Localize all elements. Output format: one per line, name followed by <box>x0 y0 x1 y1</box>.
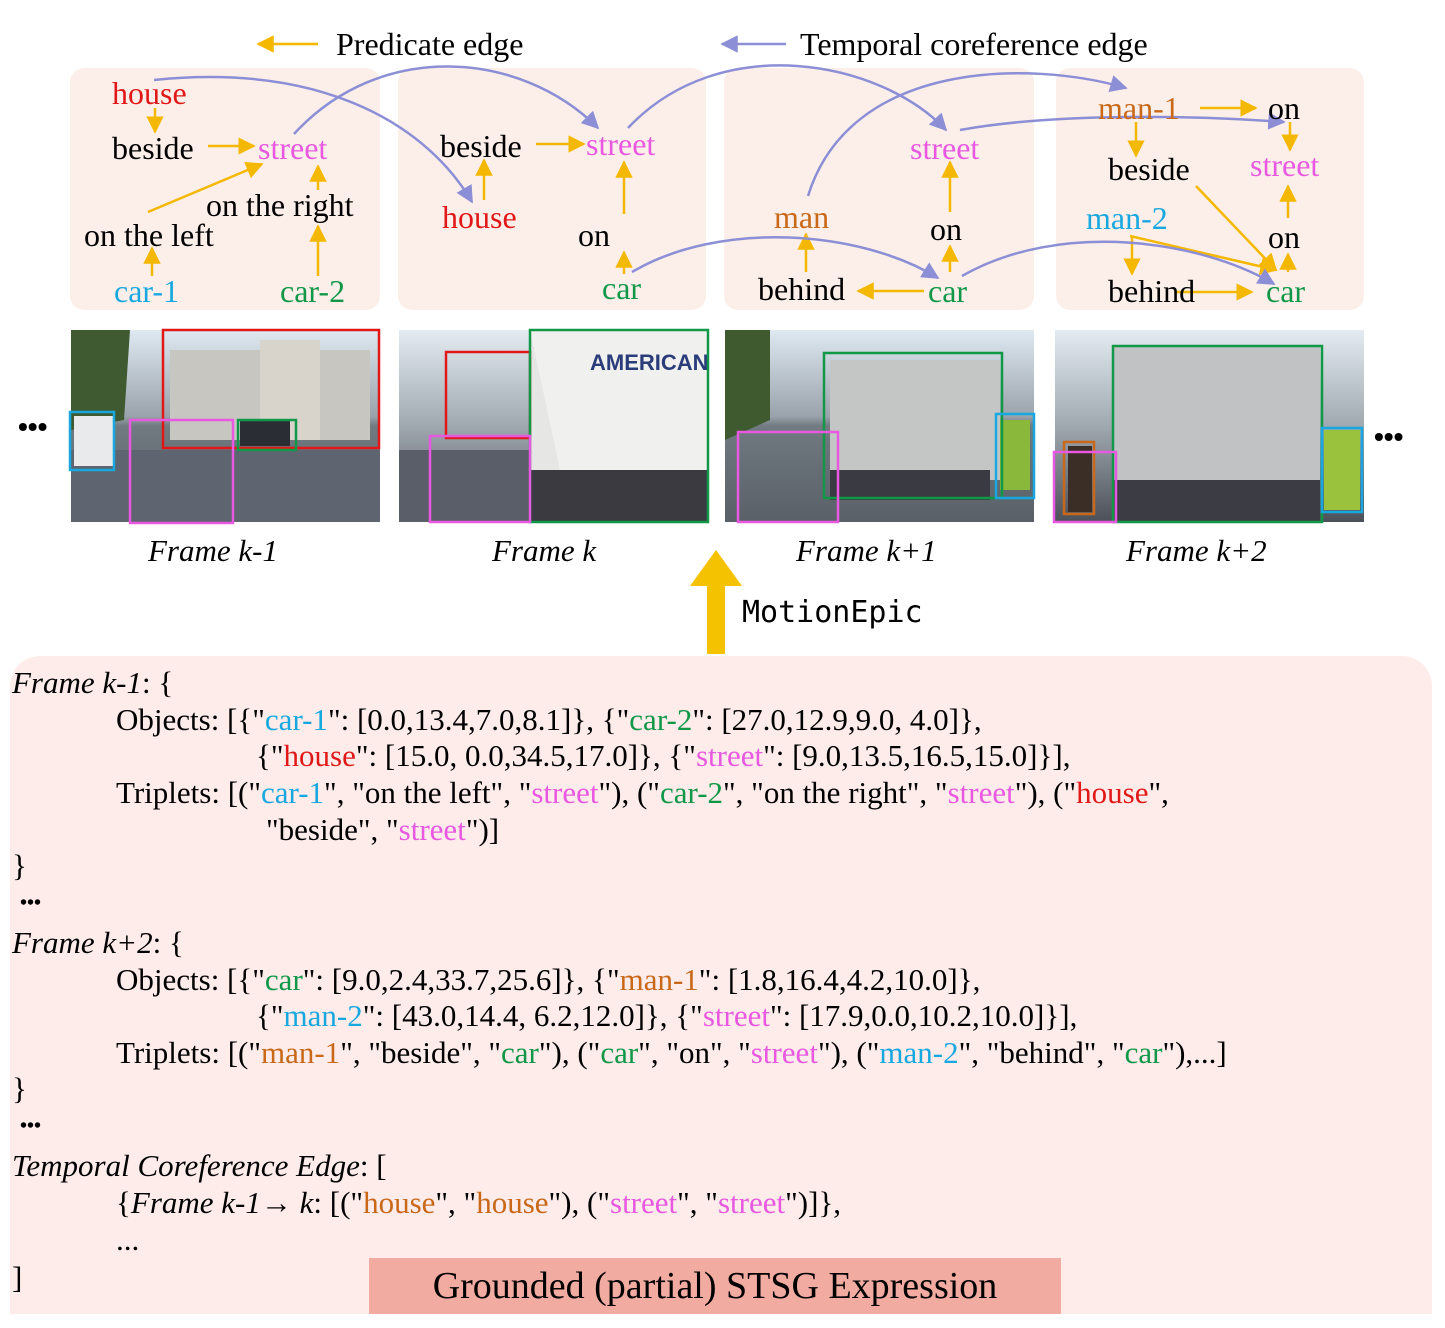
bbox-car-1 <box>68 410 116 472</box>
bbox-house <box>161 328 381 450</box>
bbox-street <box>128 418 235 525</box>
node-street: street <box>258 130 327 166</box>
bbox-car-2 <box>236 418 298 452</box>
video-frames: ••• ••• AMERICAN <box>18 328 1403 568</box>
node-car: car <box>1266 273 1305 309</box>
node-behind: behind <box>1108 273 1195 309</box>
node-on: on <box>930 211 962 247</box>
graph-nodes-k-plus-1: street man on behind car <box>758 130 979 309</box>
node-car-1: car-1 <box>114 273 179 309</box>
node-on-the-right: on the right <box>206 187 354 223</box>
stsg-banner: Grounded (partial) STSG Expression <box>369 1258 1061 1314</box>
legend: Predicate edge Temporal coreference edge <box>256 26 1148 62</box>
ellipsis-left: ••• <box>18 411 47 442</box>
ellipsis-right: ••• <box>1374 421 1403 452</box>
expr-tce-more: ... <box>116 1222 140 1257</box>
coref-street-1 <box>293 65 600 135</box>
expr-frame-k-plus-2-header: Frame k+2: { <box>12 925 184 960</box>
node-house: house <box>442 199 517 235</box>
edge-man2-car <box>1129 234 1278 275</box>
expr-f1-triplets-line2: "beside", "street")] <box>266 812 500 847</box>
caption-frame-k-plus-2: Frame k+2 <box>1125 533 1267 568</box>
node-on: on <box>578 217 610 253</box>
coref-car-2 <box>961 240 1276 286</box>
caption-frame-k-minus-1: Frame k-1 <box>147 533 278 568</box>
bbox-man-1 <box>1062 440 1096 516</box>
panel-frame-k <box>398 68 706 310</box>
expr-ellipsis-1: ••• <box>20 892 42 914</box>
coref-house <box>153 75 474 204</box>
coref-edges <box>153 64 1286 286</box>
bbox-man <box>994 412 1036 500</box>
predicate-edges <box>143 99 1299 301</box>
expr-f1-triplets-line1: Triplets: [("car-1", "on the left", "str… <box>116 775 1169 810</box>
node-on-the-left: on the left <box>84 217 214 253</box>
bbox-car <box>528 328 710 524</box>
expr-close-brace-2: } <box>12 1071 27 1106</box>
up-arrow-shape <box>690 550 742 654</box>
node-on-top: on <box>1268 90 1300 126</box>
motionepic-arrow: MotionEpic <box>690 550 923 654</box>
node-beside: beside <box>112 130 194 166</box>
graph-nodes-k-minus-1: house beside street on the right on the … <box>84 75 354 309</box>
coref-man <box>806 72 1128 197</box>
caption-frame-k: Frame k <box>491 533 597 568</box>
node-beside: beside <box>1108 151 1190 187</box>
legend-predicate-label: Predicate edge <box>336 26 523 62</box>
node-street: street <box>586 126 655 162</box>
caption-frame-k-plus-1: Frame k+1 <box>795 533 937 568</box>
bbox-street <box>1052 450 1118 524</box>
expr-frame-k-minus-1-header: Frame k-1: { <box>12 665 174 700</box>
node-car: car <box>602 270 641 306</box>
edge-beside-car <box>1195 185 1278 272</box>
expr-tce-line1: {Frame k-1→ k: [("house", "house"), ("st… <box>116 1185 842 1220</box>
expr-tce-header: Temporal Coreference Edge: [ <box>12 1148 387 1183</box>
coref-car-1 <box>631 236 940 280</box>
node-behind: behind <box>758 271 845 307</box>
edge-onleft-street <box>147 162 264 214</box>
stsg-diagram: Predicate edge Temporal coreference edge <box>18 26 1403 654</box>
expr-close-bracket: ] <box>12 1260 23 1295</box>
node-man: man <box>774 199 829 235</box>
bbox-man-2 <box>1320 426 1364 514</box>
coref-street-3 <box>959 112 1286 132</box>
expr-f3-objects-line2: {"man-2": [43.0,14.4, 6.2,12.0]}, {"stre… <box>256 998 1078 1033</box>
node-man-2: man-2 <box>1086 200 1168 236</box>
expr-f1-objects-line2: {"house": [15.0, 0.0,34.5,17.0]}, {"stre… <box>256 738 1071 773</box>
node-street: street <box>1250 147 1319 183</box>
node-car: car <box>928 273 967 309</box>
bbox-street <box>736 430 840 524</box>
expr-close-brace-1: } <box>12 848 27 883</box>
node-car-2: car-2 <box>280 273 345 309</box>
node-house: house <box>112 75 187 111</box>
stsg-expression-panel <box>10 656 1432 1314</box>
frame-k-plus-1-image <box>725 330 1036 524</box>
coref-street-2 <box>627 64 948 132</box>
bbox-car <box>822 351 1004 500</box>
bbox-street <box>428 434 532 524</box>
expr-f3-triplets-line1: Triplets: [("man-1", "beside", "car"), (… <box>116 1035 1227 1070</box>
node-man-1: man-1 <box>1098 90 1180 126</box>
svg-text:AMERICAN: AMERICAN <box>590 350 709 375</box>
motionepic-label: MotionEpic <box>742 595 923 630</box>
node-on: on <box>1268 219 1300 255</box>
expr-f1-objects-line1: Objects: [{"car-1": [0.0,13.4,7.0,8.1]},… <box>116 702 982 737</box>
expr-f3-objects-line1: Objects: [{"car": [9.0,2.4,33.7,25.6]}, … <box>116 962 981 997</box>
legend-coref-label: Temporal coreference edge <box>800 26 1148 62</box>
frame-k-image: AMERICAN <box>399 328 710 524</box>
node-beside: beside <box>440 128 522 164</box>
expr-ellipsis-2: ••• <box>20 1115 42 1137</box>
frame-k-plus-2-image <box>1052 330 1364 524</box>
frame-k-minus-1-image <box>68 328 381 525</box>
graph-nodes-k: beside street house on car <box>440 126 655 306</box>
node-street: street <box>910 130 979 166</box>
graph-nodes-k-plus-2: man-1 on beside street man-2 on behind c… <box>1086 90 1319 309</box>
